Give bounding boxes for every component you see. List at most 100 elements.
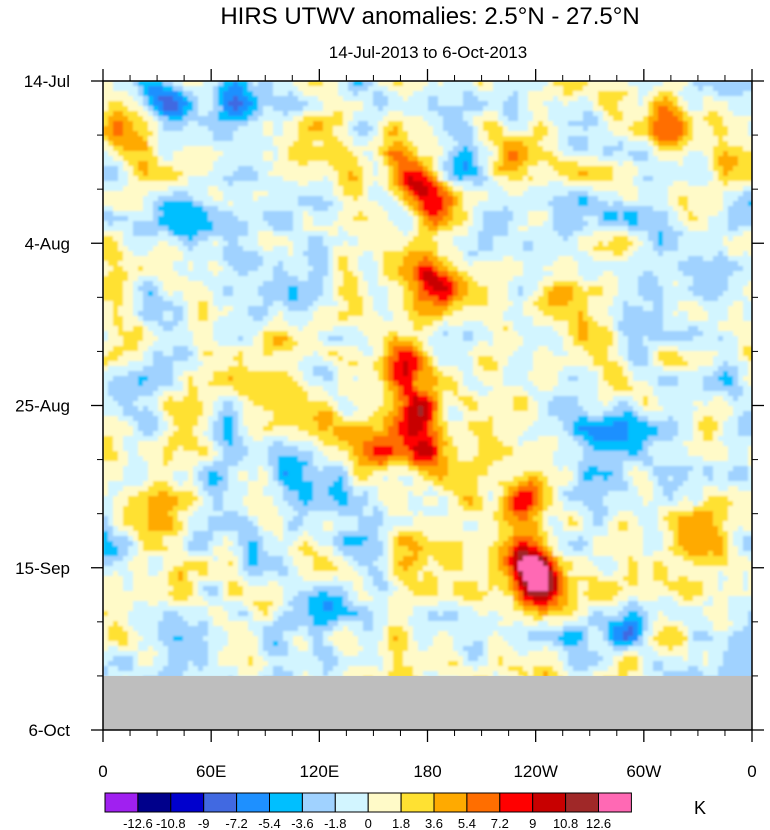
heatmap-cell-2052 (613, 156, 619, 162)
heatmap-cell-2702 (613, 181, 619, 187)
heatmap-cell-3689 (348, 221, 354, 227)
heatmap-cell-2638 (293, 181, 299, 187)
heatmap-cell-2515 (328, 176, 334, 182)
heatmap-cell-86 (533, 81, 539, 87)
heatmap-cell-3688 (343, 221, 349, 227)
heatmap-cell-1059 (198, 121, 204, 127)
heatmap-cell-4484 (423, 251, 429, 257)
heatmap-cell-2662 (413, 181, 419, 187)
heatmap-cell-6 (133, 81, 139, 87)
heatmap-cell-676 (233, 106, 239, 112)
heatmap-cell-1695 (128, 146, 134, 152)
heatmap-cell-3301 (358, 206, 364, 212)
heatmap-cell-4652 (613, 256, 619, 262)
heatmap-cell-3012 (213, 196, 219, 202)
heatmap-cell-213 (518, 86, 524, 92)
heatmap-cell-2735 (128, 186, 134, 192)
heatmap-cell-4465 (328, 251, 334, 257)
heatmap-cell-4209 (348, 241, 354, 247)
heatmap-cell-4859 (348, 266, 354, 272)
heatmap-cell-1369 (448, 131, 454, 137)
heatmap-cell-2872 (163, 191, 169, 197)
heatmap-cell-2398 (393, 171, 399, 177)
heatmap-cell-3825 (378, 226, 384, 232)
heatmap-cell-2359 (198, 171, 204, 177)
heatmap-cell-3678 (293, 221, 299, 227)
heatmap-cell-1734 (323, 146, 329, 152)
heatmap-cell-529 (148, 101, 154, 107)
heatmap-cell-1216 (333, 126, 339, 132)
heatmap-cell-4107 (488, 236, 494, 242)
heatmap-cell-3040 (353, 196, 359, 202)
heatmap-cell-4715 (278, 261, 284, 267)
heatmap-cell-2094 (173, 161, 179, 167)
heatmap-cell-30 (253, 81, 259, 87)
heatmap-cell-2452 (663, 171, 669, 177)
heatmap-cell-2767 (288, 186, 294, 192)
heatmap-cell-300 (303, 91, 309, 97)
heatmap-cell-2082 (113, 161, 119, 167)
heatmap-cell-3944 (323, 231, 329, 237)
heatmap-cell-1351 (358, 131, 364, 137)
heatmap-cell-2400 (403, 171, 409, 177)
heatmap-cell-2852 (713, 186, 719, 192)
heatmap-cell-491 (608, 96, 614, 102)
heatmap-cell-606 (533, 101, 539, 107)
heatmap-cell-2524 (373, 176, 379, 182)
heatmap-cell-152 (213, 86, 219, 92)
heatmap-cell-3172 (363, 201, 369, 207)
heatmap-cell-281 (208, 91, 214, 97)
heatmap-cell-3864 (573, 226, 579, 232)
heatmap-cell-4592 (313, 256, 319, 262)
heatmap-cell-3445 (428, 211, 434, 217)
heatmap-cell-1243 (468, 126, 474, 132)
heatmap-cell-1063 (218, 121, 224, 127)
heatmap-cell-1629 (448, 141, 454, 147)
heatmap-cell-4194 (273, 241, 279, 247)
heatmap-cell-3288 (293, 206, 299, 212)
heatmap-cell-2211 (108, 166, 114, 172)
heatmap-cell-1429 (748, 131, 752, 137)
heatmap-cell-3381 (108, 211, 114, 217)
heatmap-cell-1632 (463, 141, 469, 147)
heatmap-cell-4633 (518, 256, 524, 262)
heatmap-cell-1424 (723, 131, 729, 137)
heatmap-cell-249 (698, 86, 704, 92)
heatmap-cell-2636 (283, 181, 289, 187)
heatmap-cell-1410 (653, 131, 659, 137)
heatmap-cell-3086 (583, 196, 589, 202)
heatmap-cell-2712 (663, 181, 669, 187)
heatmap-cell-3241 (708, 201, 714, 207)
heatmap-cell-1033 (718, 116, 724, 122)
heatmap-cell-4118 (543, 236, 549, 242)
heatmap-cell-3002 (163, 196, 169, 202)
heatmap-cell-4656 (633, 256, 639, 262)
heatmap-cell-991 (508, 116, 514, 122)
heatmap-cell-1930 (653, 151, 659, 157)
heatmap-cell-418 (243, 96, 249, 102)
heatmap-cell-4862 (363, 266, 369, 272)
heatmap-cell-1334 (273, 131, 279, 137)
heatmap-cell-2534 (423, 176, 429, 182)
heatmap-cell-1588 (243, 141, 249, 147)
heatmap-cell-789 (148, 111, 154, 117)
heatmap-cell-4920 (653, 266, 659, 272)
heatmap-cell-2363 (218, 171, 224, 177)
heatmap-cell-4097 (438, 236, 444, 242)
heatmap-cell-842 (413, 111, 419, 117)
heatmap-cell-4628 (493, 256, 499, 262)
heatmap-cell-148 (193, 86, 199, 92)
heatmap-cell-3946 (333, 231, 339, 237)
heatmap-cell-2170 (553, 161, 559, 167)
heatmap-cell-57 (388, 81, 394, 87)
heatmap-cell-3014 (223, 196, 229, 202)
heatmap-cell-3948 (343, 231, 349, 237)
heatmap-cell-2698 (593, 181, 599, 187)
heatmap-cell-4655 (628, 256, 634, 262)
heatmap-cell-1093 (368, 121, 374, 127)
heatmap-cell-1707 (188, 146, 194, 152)
heatmap-cell-3177 (388, 201, 394, 207)
heatmap-cell-1566 (133, 141, 139, 147)
heatmap-cell-2911 (358, 191, 364, 197)
heatmap-cell-2802 (463, 186, 469, 192)
